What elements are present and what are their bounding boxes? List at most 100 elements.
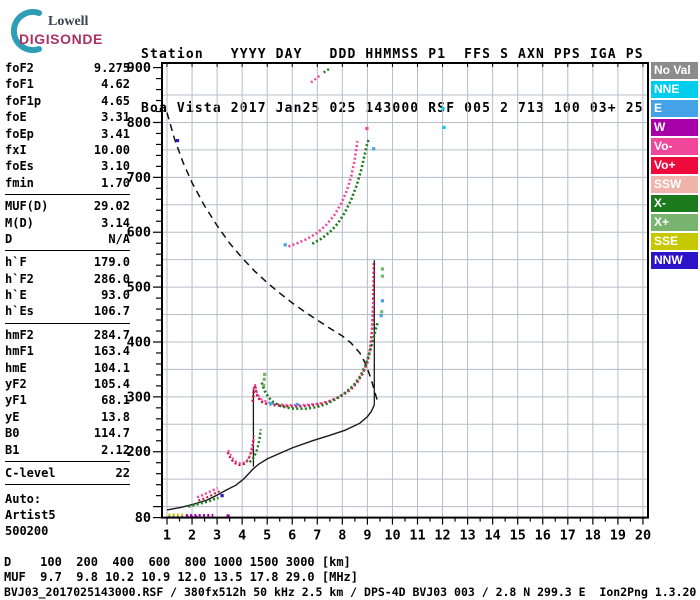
y-tick-label: 700: [127, 170, 151, 186]
x-tick-label: 11: [409, 528, 425, 544]
scaled-parameters-panel: foF2 9.275 foF1 4.62 foF1p 4.65 foE 3.31 foEp 3.4…: [5, 60, 130, 539]
x-tick-label: 2: [188, 528, 196, 544]
param-label: hmE: [5, 360, 27, 375]
param-label: B0: [5, 426, 20, 441]
param-label: hmF1: [5, 344, 34, 359]
param-row-yf1: yF1 68.1: [5, 392, 130, 408]
param-row-fxi: fxI 10.00: [5, 142, 130, 158]
x-tick-label: 16: [535, 528, 551, 544]
param-row-fmin: fmin 1.70: [5, 175, 130, 191]
x-tick-label: 5: [263, 528, 271, 544]
param-label: yF1: [5, 393, 27, 408]
param-value: 68.1: [101, 393, 130, 408]
series-third-hop-o-pink: [310, 74, 322, 84]
param-label: yF2: [5, 377, 27, 392]
y-tick-label: 300: [127, 389, 151, 405]
series-second-hop-x-green: [311, 139, 370, 245]
x-tick-label: 12: [434, 528, 450, 544]
autoscaling-line: Auto:: [5, 492, 42, 507]
param-row-hme: hmE 104.1: [5, 360, 130, 376]
param-label: foF2: [5, 61, 34, 75]
legend-item-x+: X+: [651, 214, 698, 231]
param-value: 93.0: [101, 288, 130, 303]
param-value: N/A: [108, 231, 130, 246]
series-e-trace-red: [197, 490, 220, 502]
param-value: 3.31: [101, 110, 130, 125]
param-value: 1.70: [101, 175, 130, 190]
param-value: 163.4: [93, 344, 130, 359]
logo-lowell-text: Lowell: [48, 14, 89, 29]
series-e-trace-x-green: [187, 496, 219, 508]
param-label: hmF2: [5, 327, 34, 342]
echo-dot: [365, 126, 369, 131]
param-label: fmin: [5, 175, 34, 190]
param-row-hf2: h`F2 286.0: [5, 271, 130, 287]
x-tick-label: 10: [384, 528, 400, 544]
x-tick-label: 15: [510, 528, 526, 544]
param-label: h`F2: [5, 271, 34, 286]
param-label: B1: [5, 442, 20, 457]
echo-dot: [441, 107, 445, 111]
legend-item-nne: NNE: [651, 81, 698, 98]
legend-item-vo-: Vo-: [651, 138, 698, 155]
x-tick-label: 18: [585, 528, 601, 544]
x-tick-label: 7: [313, 528, 321, 544]
digisonde-logo: Lowell DIGISONDE: [6, 4, 136, 56]
param-value: 106.7: [93, 304, 130, 319]
x-tick-label: 6: [288, 528, 296, 544]
param-value: 13.8: [101, 409, 130, 424]
echo-dot: [220, 494, 224, 498]
y-tick-label: 80: [135, 510, 151, 526]
logo-digisonde-text: DIGISONDE: [19, 31, 103, 47]
param-row-fof1p: foF1p 4.65: [5, 93, 130, 109]
param-value: 22: [115, 465, 130, 480]
param-row-hmf1: hmF1 163.4: [5, 343, 130, 359]
param-row-fof1: foF1 4.62: [5, 76, 130, 92]
series-second-hop-o-pink: [288, 140, 359, 248]
param-value: 2.12: [101, 442, 130, 457]
y-tick-label: 800: [127, 115, 151, 131]
autoscaling-info: Auto: Artist5 500200: [5, 491, 130, 539]
series-f1-trace-o-red: [226, 439, 255, 467]
legend-item-e: E: [651, 100, 698, 117]
d-muf-table: D 100 200 400 600 800 1000 1500 3000 [km…: [4, 555, 359, 584]
autoscaling-line: 500200: [5, 524, 49, 539]
echo-dot: [175, 138, 180, 143]
x-tick-label: 17: [560, 528, 576, 544]
series-f-trace-x-green: [260, 321, 380, 411]
param-row-b0: B0 114.7: [5, 425, 130, 441]
param-label: foE: [5, 110, 27, 125]
param-label: foEs: [5, 159, 34, 174]
series-f1-trace-o-pink: [227, 435, 256, 465]
param-label: h`Es: [5, 304, 34, 319]
doppler-direction-legend: No Val NNE E W Vo- Vo+ SSW X- X+ SSE NNW: [651, 62, 698, 271]
param-value: 284.7: [93, 327, 130, 342]
param-label: yE: [5, 409, 20, 424]
param-row-foep: foEp 3.41: [5, 126, 130, 142]
echo-dot: [295, 402, 299, 407]
param-row-md: M(D) 3.14: [5, 215, 130, 231]
echo-dot: [379, 314, 383, 318]
x-tick-label: 8: [338, 528, 346, 544]
x-tick-label: 1: [163, 528, 171, 544]
echo-dot: [226, 514, 230, 518]
param-row-hf: h`F 179.0: [5, 254, 130, 270]
param-row-d: D N/A: [5, 231, 130, 247]
echo-dot: [380, 274, 385, 278]
autoscaling-line: Artist5: [5, 508, 56, 523]
x-tick-label: 20: [635, 528, 651, 544]
param-value: 10.00: [93, 142, 130, 157]
param-label: MUF(D): [5, 199, 49, 214]
x-tick-label: 19: [610, 528, 626, 544]
y-tick-label: 900: [127, 60, 151, 76]
series-f-trace-o-pink: [252, 299, 375, 407]
x-tick-label: 14: [485, 528, 501, 544]
x-tick-label: 13: [459, 528, 475, 544]
param-value: 179.0: [93, 255, 130, 270]
x-tick-label: 4: [238, 528, 246, 544]
panel-divider: [5, 484, 130, 486]
param-label: M(D): [5, 215, 34, 230]
panel-divider: [5, 194, 130, 196]
param-value: 4.65: [101, 93, 130, 108]
